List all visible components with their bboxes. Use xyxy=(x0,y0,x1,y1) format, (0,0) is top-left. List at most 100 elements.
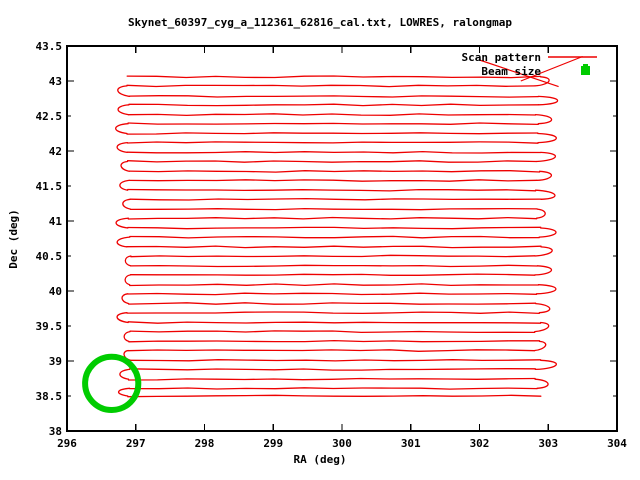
scan-row-line xyxy=(127,377,536,381)
x-tick-label: 302 xyxy=(470,437,490,450)
scan-row-line xyxy=(128,179,538,182)
scan-turnaround-right xyxy=(537,132,557,144)
scan-turnaround-right xyxy=(537,95,559,106)
scan-row-line xyxy=(126,160,537,163)
scan-row-line xyxy=(129,264,539,268)
scan-row-line xyxy=(127,349,536,352)
scan-turnaround-right xyxy=(534,76,550,87)
scan-row-line xyxy=(128,302,537,305)
scan-turnaround-right xyxy=(536,170,552,182)
scan-row-line xyxy=(129,330,536,334)
x-tick-label: 303 xyxy=(538,437,558,450)
y-tick-label: 41 xyxy=(49,215,63,228)
scan-turnaround-right xyxy=(538,227,557,238)
scan-pattern-series xyxy=(115,55,583,398)
scan-row-line xyxy=(126,132,539,135)
scan-turnaround-left xyxy=(115,123,129,135)
y-tick-label: 39 xyxy=(49,355,62,368)
scan-row-line xyxy=(128,339,541,343)
scan-row-line xyxy=(126,311,540,315)
legend-item-scan-pattern-label: Scan pattern xyxy=(462,51,541,64)
scan-row-line xyxy=(130,254,536,258)
scan-turnaround-left xyxy=(116,312,129,324)
scan-turnaround-right xyxy=(534,378,549,389)
scan-slew-line-2 xyxy=(479,59,559,88)
scan-row-line xyxy=(126,84,536,88)
x-tick-label: 304 xyxy=(607,437,627,450)
scan-turnaround-left xyxy=(123,330,131,343)
y-tick-label: 40 xyxy=(49,285,62,298)
scan-turnaround-left xyxy=(122,198,132,210)
scan-row-line xyxy=(127,188,537,192)
scan-turnaround-left xyxy=(116,141,129,154)
scan-turnaround-right xyxy=(534,321,550,333)
x-axis-label: RA (deg) xyxy=(294,453,347,466)
y-tick-label: 42 xyxy=(49,145,62,158)
legend-swatch-beam-size xyxy=(581,66,590,75)
scan-row-line xyxy=(126,245,542,249)
scan-row-line xyxy=(128,170,541,173)
scan-turnaround-right xyxy=(535,208,546,219)
scan-turnaround-left xyxy=(117,104,130,116)
scan-row-line xyxy=(128,103,540,107)
scan-turnaround-right xyxy=(534,246,553,257)
scan-row-line xyxy=(126,75,542,79)
y-tick-label: 39.5 xyxy=(36,320,63,333)
scan-turnaround-left xyxy=(124,255,132,267)
scan-row-line xyxy=(129,197,542,201)
scan-turnaround-right xyxy=(534,302,551,314)
scan-row-line xyxy=(126,150,542,154)
scan-turnaround-right xyxy=(534,265,553,276)
scan-turnaround-left xyxy=(119,179,130,191)
y-tick-label: 42.5 xyxy=(36,110,63,123)
scan-row-line xyxy=(129,368,536,371)
page-title: Skynet_60397_cyg_a_112361_62816_cal.txt,… xyxy=(128,16,512,29)
scan-row-line xyxy=(127,226,542,230)
scan-turnaround-left xyxy=(117,85,131,98)
x-tick-label: 300 xyxy=(332,437,352,450)
y-axis-label: Dec (deg) xyxy=(7,209,20,269)
scan-row-line xyxy=(127,113,537,117)
scan-row-line xyxy=(127,321,542,324)
y-axis-tick-labels: 38 38.5 39 39.5 40 40.5 41 41.5 42 42.5 43 43.5 xyxy=(36,40,63,438)
scan-turnaround-right xyxy=(535,151,556,163)
y-tick-label: 38 xyxy=(49,425,62,438)
scan-turnaround-left xyxy=(124,274,132,286)
scan-row-line xyxy=(129,273,536,276)
scan-turnaround-right xyxy=(534,189,556,200)
y-tick-label: 40.5 xyxy=(36,250,63,263)
scan-row-line xyxy=(127,292,538,296)
scan-row-line xyxy=(127,394,542,398)
scan-row-line xyxy=(126,141,539,144)
scan-turnaround-left xyxy=(119,368,131,380)
scan-turnaround-left xyxy=(120,160,130,172)
plot-frame xyxy=(66,45,618,432)
scan-row-line xyxy=(129,235,540,239)
scan-row-line xyxy=(127,216,538,220)
x-tick-label: 296 xyxy=(57,437,77,450)
y-tick-label: 38.5 xyxy=(36,390,63,403)
x-tick-label: 299 xyxy=(263,437,283,450)
legend: Scan pattern Beam size xyxy=(462,51,597,78)
scan-row-line xyxy=(129,359,542,362)
legend-swatch-beam-size-cap xyxy=(583,64,588,67)
x-tick-label: 301 xyxy=(401,437,421,450)
scan-row-line xyxy=(127,122,539,126)
scan-row-line xyxy=(129,283,540,287)
scan-turnaround-left xyxy=(116,236,131,248)
y-tick-label: 41.5 xyxy=(36,180,63,193)
scan-row-line xyxy=(128,387,538,390)
y-tick-label: 43.5 xyxy=(36,40,63,53)
scan-turnaround-right xyxy=(535,284,557,295)
x-tick-label: 298 xyxy=(195,437,215,450)
scan-turnaround-right xyxy=(534,113,553,125)
scan-turnaround-left xyxy=(121,293,130,305)
legend-item-beam-size-label: Beam size xyxy=(481,65,541,78)
x-axis-tick-labels: 296 297 298 299 300 301 302 303 304 xyxy=(57,437,627,450)
scan-turnaround-left xyxy=(117,387,131,397)
beam-size-circle xyxy=(82,353,142,413)
scan-turnaround-right xyxy=(533,340,547,352)
